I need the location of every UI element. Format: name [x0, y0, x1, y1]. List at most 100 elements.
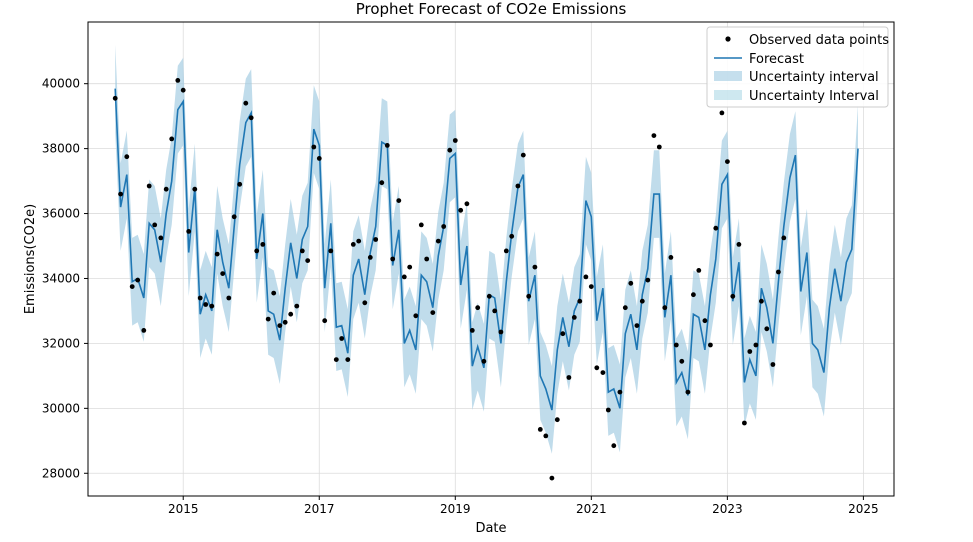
observed-point — [158, 235, 164, 241]
observed-point — [345, 357, 351, 362]
observed-point — [186, 229, 192, 234]
observed-point — [526, 293, 532, 299]
legend-marker-observed — [725, 36, 731, 42]
observed-point — [503, 248, 509, 254]
observed-point — [277, 323, 283, 328]
observed-point — [118, 191, 123, 197]
observed-point — [634, 323, 640, 328]
observed-point — [322, 318, 328, 324]
observed-point — [651, 133, 657, 139]
observed-point — [124, 154, 130, 160]
x-tick-label: 2025 — [848, 502, 879, 516]
observed-point — [554, 417, 560, 423]
observed-point — [498, 329, 504, 335]
observed-point — [316, 156, 322, 161]
x-tick-label: 2017 — [304, 502, 335, 516]
observed-point — [435, 238, 441, 244]
observed-point — [367, 255, 373, 260]
observed-point — [645, 277, 651, 283]
observed-point — [192, 186, 198, 192]
observed-point — [311, 144, 317, 150]
observed-point — [407, 264, 413, 270]
observed-point — [112, 95, 118, 101]
observed-point — [356, 238, 362, 244]
observed-point — [532, 264, 538, 270]
observed-point — [299, 248, 305, 254]
observed-point — [725, 159, 730, 165]
observed-point — [656, 144, 662, 150]
observed-point — [577, 298, 583, 304]
x-tick-label: 2021 — [576, 502, 607, 516]
observed-point — [237, 181, 243, 187]
observed-point — [781, 235, 787, 241]
observed-point — [708, 342, 713, 348]
x-axis-label: Date — [475, 521, 506, 536]
y-tick-label: 40000 — [42, 77, 80, 91]
y-axis-label: Emissions(CO2e) — [23, 204, 38, 314]
observed-point — [668, 255, 674, 260]
legend-observed: Observed data points — [749, 33, 889, 48]
observed-point — [571, 315, 577, 320]
observed-point — [350, 242, 356, 247]
y-tick-label: 34000 — [42, 271, 80, 285]
observed-point — [294, 303, 300, 309]
observed-point — [379, 180, 385, 186]
observed-point — [452, 138, 458, 143]
observed-point — [747, 349, 753, 354]
legend-marker-uncertainty-2 — [714, 90, 742, 100]
observed-point — [146, 183, 152, 189]
observed-point — [469, 328, 475, 333]
observed-point — [639, 298, 645, 304]
observed-point — [282, 319, 288, 325]
observed-point — [673, 342, 679, 348]
observed-point — [271, 290, 277, 296]
x-tick-label: 2019 — [440, 502, 471, 516]
observed-point — [231, 214, 237, 220]
observed-point — [549, 475, 555, 481]
uncertainty-band — [115, 44, 858, 454]
x-tick-label: 2023 — [712, 502, 743, 516]
observed-point — [742, 420, 747, 426]
legend-uncertainty-1: Uncertainty interval — [749, 70, 879, 85]
observed-point — [759, 298, 764, 304]
observed-point — [696, 268, 702, 273]
observed-point — [566, 375, 572, 380]
observed-point — [175, 78, 181, 83]
observed-point — [776, 269, 781, 275]
observed-point — [333, 357, 339, 362]
observed-point — [441, 224, 447, 229]
observed-point — [418, 222, 424, 228]
observed-point — [730, 293, 736, 299]
observed-point — [600, 370, 606, 375]
observed-point — [424, 256, 430, 262]
observed-point — [135, 277, 141, 283]
observed-point — [413, 313, 419, 319]
observed-point — [180, 87, 186, 93]
observed-point — [543, 433, 549, 439]
observed-point — [152, 222, 158, 228]
y-tick-label: 36000 — [42, 207, 80, 221]
observed-point — [288, 311, 294, 317]
observed-point — [583, 274, 589, 280]
observed-point — [203, 302, 209, 307]
observed-point — [265, 316, 271, 322]
observed-point — [226, 295, 232, 301]
observed-point — [373, 237, 379, 242]
observed-point — [679, 358, 685, 364]
y-tick-label: 30000 — [42, 401, 80, 415]
observed-point — [248, 115, 254, 121]
observed-point — [197, 295, 203, 301]
observed-point — [214, 251, 220, 257]
observed-point — [560, 331, 566, 337]
observed-point — [770, 362, 776, 367]
observed-point — [622, 305, 628, 311]
observed-point — [588, 284, 594, 289]
observed-point — [515, 183, 521, 189]
observed-point — [169, 136, 175, 142]
observed-point — [691, 292, 696, 298]
observed-point — [685, 389, 691, 395]
legend-marker-uncertainty-1 — [714, 71, 742, 81]
observed-point — [713, 225, 719, 231]
observed-point — [481, 358, 487, 364]
